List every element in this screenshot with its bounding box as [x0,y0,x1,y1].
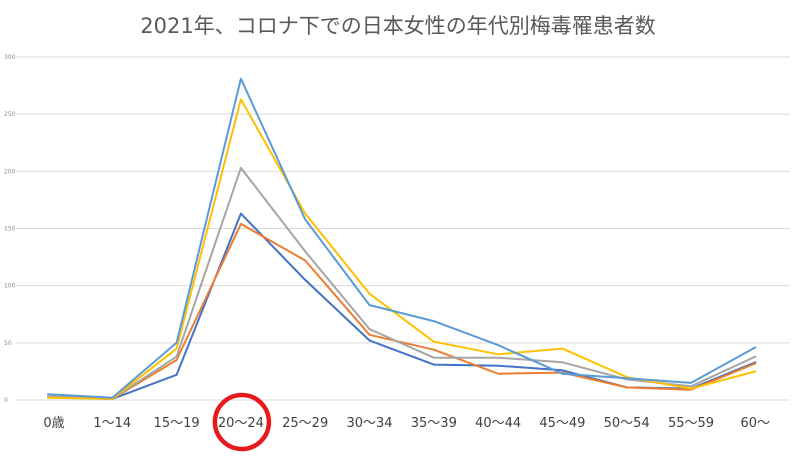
x-tick-label: 25～29 [282,416,328,431]
y-tick-label: 250 [4,111,16,118]
series-line-5 [47,77,757,399]
y-tick-label: 100 [4,283,16,290]
highlight-circle [212,392,272,452]
y-axis-ticks: 0 50 100 150 200 250 300 [4,54,16,404]
chart-title: 2021年、コロナ下での日本女性の年代別梅毒罹患者数 [140,14,655,38]
x-tick-label: 50～54 [604,416,650,431]
series-line-4 [47,98,757,400]
y-tick-label: 0 [4,397,8,404]
x-tick-label: 55～59 [668,416,714,431]
x-tick-label: 60～ [741,416,771,431]
x-tick-label: 35～39 [411,416,457,431]
x-tick-label: 15～19 [154,416,200,431]
series-line-3 [47,166,757,400]
y-tick-label: 50 [4,340,12,347]
x-tick-label: 45～49 [539,416,585,431]
x-tick-label: 0歳 [43,416,64,431]
x-tick-label: 20～24 [218,416,264,431]
x-tick-label: 40～44 [475,416,521,431]
y-tick-label: 300 [4,54,16,61]
series-lines [47,77,757,400]
x-tick-label: 30～34 [346,416,392,431]
y-tick-label: 200 [4,168,16,175]
series-line-2 [47,222,757,400]
x-axis-ticks: 0歳 1～14 15～19 20～24 25～29 30～34 35～39 40～44 45～4… [43,416,770,431]
gridlines [16,56,790,401]
y-tick-label: 150 [4,226,16,233]
x-tick-label: 1～14 [93,416,131,431]
